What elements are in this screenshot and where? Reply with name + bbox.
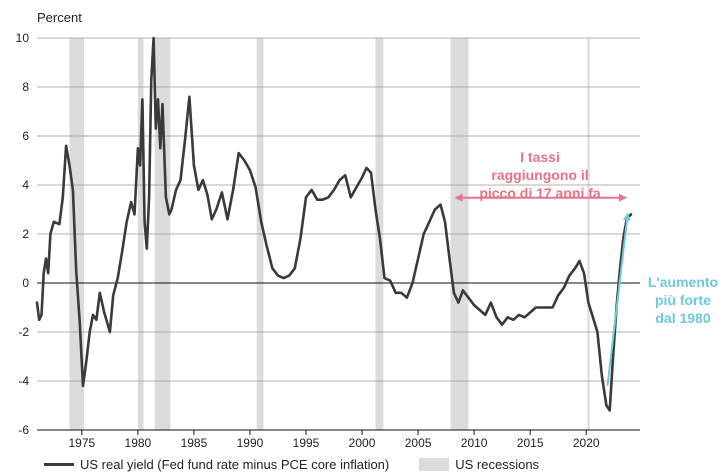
y-tick-label: 10: [16, 31, 30, 45]
x-tick-label: 1980: [125, 436, 152, 450]
legend-recession-swatch: [419, 457, 450, 471]
x-tick-label: 2005: [405, 436, 432, 450]
blue-rise-arrow: [606, 212, 631, 387]
x-tick-label: 1975: [68, 436, 95, 450]
legend-recession-label: US recessions: [455, 456, 540, 472]
x-tick-label: 2015: [517, 436, 544, 450]
x-tick-label: 1985: [181, 436, 208, 450]
annotations: I tassi raggiungono il picco di 17 anni fa…: [454, 149, 718, 387]
legend: US real yield (Fed fund rate minus PCE c…: [44, 455, 539, 473]
pink-annotation-line: I tassi: [520, 149, 560, 165]
y-tick-label: 2: [22, 227, 29, 241]
pink-annotation-line: raggiungono il: [491, 167, 588, 183]
pink-annotation-line: picco di 17 anni fa: [479, 185, 601, 201]
x-tick-label: 2010: [461, 436, 488, 450]
series-layer: [35, 36, 633, 412]
series-line: [35, 36, 633, 412]
blue-annotation-line: più forte: [655, 292, 711, 308]
y-tick-label: 0: [22, 276, 29, 290]
x-tick-label: 2020: [573, 436, 600, 450]
real-yield-chart: -6 -4 -2 0 2 4 6 8 10 1975 1980 1985 1990 1995 2000 200…: [16, 10, 718, 450]
y-tick-label: 6: [22, 129, 29, 143]
x-tick-label: 2000: [349, 436, 376, 450]
y-tick-label: 4: [22, 178, 29, 192]
legend-line-swatch: [44, 462, 74, 466]
y-tick-label: -4: [18, 374, 29, 388]
legend-line-label: US real yield (Fed fund rate minus PCE c…: [80, 456, 390, 472]
y-tick-label: -2: [18, 325, 29, 339]
x-tick-label: 1990: [237, 436, 264, 450]
x-tick-label: 1995: [293, 436, 320, 450]
y-axis-label: Percent: [37, 10, 82, 25]
axes: -6 -4 -2 0 2 4 6 8 10 1975 1980 1985 1990 1995 2000 200…: [16, 31, 640, 450]
blue-annotation-line: dal 1980: [655, 310, 710, 326]
gridlines: [37, 37, 640, 382]
blue-annotation-line: L'aumento: [648, 274, 718, 290]
y-tick-label: 8: [22, 80, 29, 94]
y-tick-label: -6: [18, 423, 29, 437]
